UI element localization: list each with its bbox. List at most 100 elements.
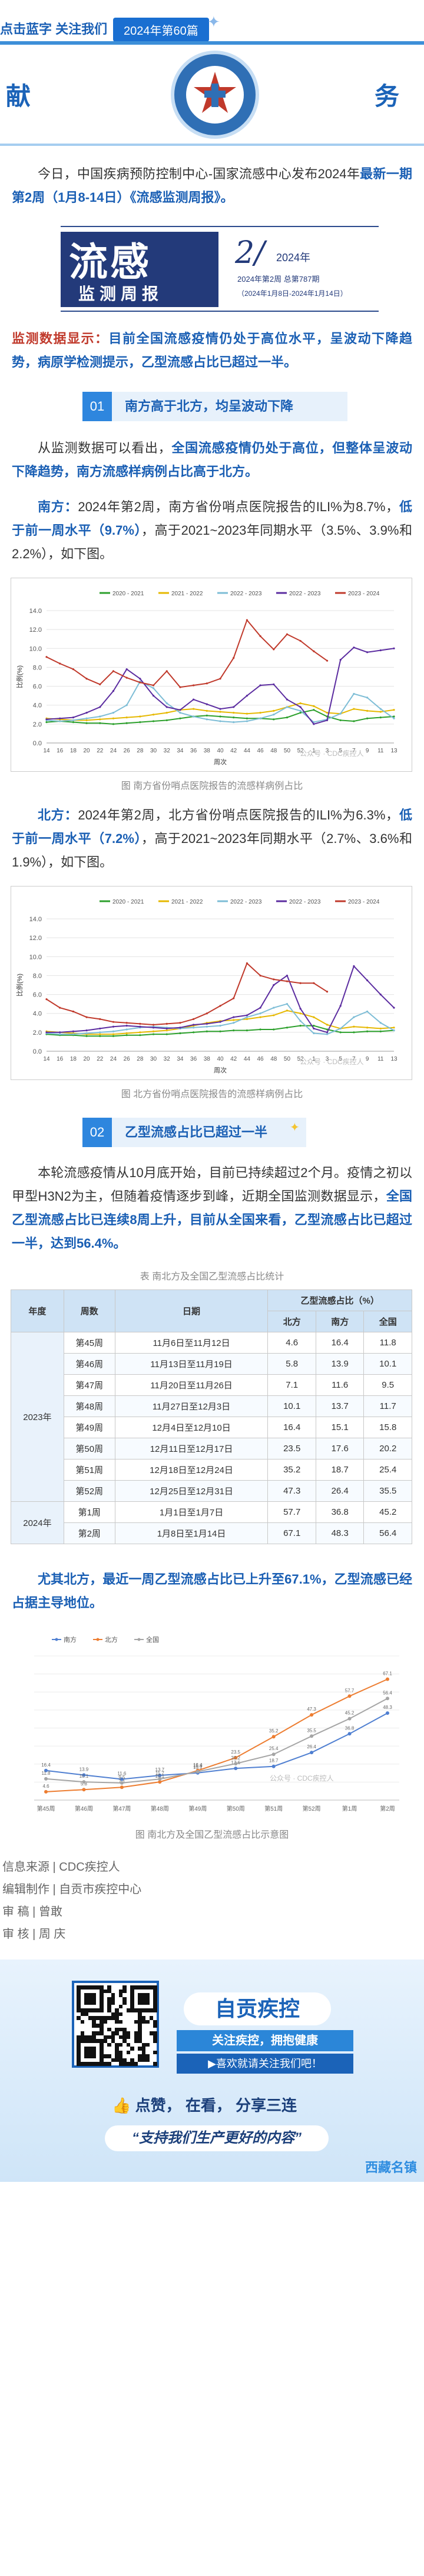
x-tick-label: 7 xyxy=(352,748,356,754)
data-point xyxy=(82,1788,86,1792)
data-point xyxy=(139,1025,141,1028)
x-tick-label: 50 xyxy=(284,748,291,754)
x-tick-label: 1 xyxy=(312,748,316,754)
qr-code-icon[interactable] xyxy=(72,1981,159,2068)
cell-south: 36.8 xyxy=(315,1501,365,1523)
logo-issue-line: 2024年第2周 总第787期 xyxy=(237,275,320,284)
data-point xyxy=(165,1029,168,1032)
data-point xyxy=(99,1027,101,1030)
data-point xyxy=(379,1022,382,1024)
data-point xyxy=(59,1007,61,1009)
data-point xyxy=(386,1677,389,1681)
data-point xyxy=(299,1019,302,1022)
x-tick-label: 26 xyxy=(124,1056,131,1062)
data-point xyxy=(347,1732,352,1736)
cell-south: 18.7 xyxy=(315,1459,365,1481)
data-point xyxy=(139,1031,141,1034)
data-point xyxy=(125,668,128,671)
data-point xyxy=(99,1033,101,1035)
typeb-highlight: 全国乙型流感占比已连续8周上升，目前从全国来看，乙型流感占比已超过一半，达到56… xyxy=(12,1189,412,1251)
data-point xyxy=(366,1027,369,1029)
data-point xyxy=(112,1021,115,1023)
data-point xyxy=(313,1016,315,1018)
x-tick-label: 52 xyxy=(297,1056,304,1062)
cell-week: 第51周 xyxy=(63,1459,115,1481)
y-tick-label: 4.0 xyxy=(33,1011,42,1018)
cell-north: 35.2 xyxy=(267,1459,316,1481)
data-point xyxy=(152,687,155,689)
data-point xyxy=(299,1012,302,1015)
data-point xyxy=(85,1035,88,1037)
table-row: 第49周 12月4日至12月10日 16.4 15.1 15.8 xyxy=(11,1417,412,1438)
data-point xyxy=(85,1032,88,1035)
data-point xyxy=(179,1032,181,1035)
data-point xyxy=(72,668,74,671)
data-point xyxy=(112,690,115,692)
data-label: 56.4 xyxy=(383,1690,392,1695)
y-tick-label: 10.0 xyxy=(29,954,42,961)
data-point xyxy=(72,719,74,722)
x-tick-label: 30 xyxy=(150,748,157,754)
data-point xyxy=(125,677,128,679)
data-point xyxy=(85,717,88,719)
data-point xyxy=(45,1031,48,1034)
follow-link[interactable]: 点击蓝字 关注我们 xyxy=(0,22,108,36)
y-tick-label: 6.0 xyxy=(33,684,42,691)
y-tick-label: 0.0 xyxy=(33,740,42,747)
data-point xyxy=(125,1025,128,1027)
data-point xyxy=(313,1032,315,1035)
cell-date: 12月4日至12月10日 xyxy=(114,1417,269,1438)
data-point xyxy=(206,703,208,705)
data-point xyxy=(233,711,235,714)
data-point xyxy=(393,1007,395,1009)
data-point xyxy=(273,718,275,721)
x-tick-label: 5 xyxy=(339,748,342,754)
data-point xyxy=(353,708,355,710)
data-point xyxy=(120,1777,124,1781)
cell-south: 11.6 xyxy=(315,1374,365,1396)
series-line xyxy=(46,962,328,1026)
cell-week: 第45周 xyxy=(63,1332,115,1354)
data-point xyxy=(299,709,302,712)
data-point xyxy=(259,1007,261,1009)
cell-week: 第48周 xyxy=(63,1395,115,1417)
data-point xyxy=(45,718,48,721)
x-tick-label: 16 xyxy=(57,748,64,754)
section-02-title: 02 乙型流感占比已超过一半 ✦ xyxy=(82,1118,424,1147)
data-point xyxy=(206,1025,208,1028)
data-point xyxy=(299,639,302,642)
logo-subtitle: 监测周报 xyxy=(78,285,164,303)
cell-nation: 45.2 xyxy=(363,1501,412,1523)
data-point xyxy=(246,619,248,621)
data-point xyxy=(193,1018,195,1020)
data-point xyxy=(393,647,395,649)
data-label: 15.8 xyxy=(193,1764,203,1769)
data-point xyxy=(379,711,382,713)
data-point xyxy=(379,649,382,652)
data-point xyxy=(233,1016,235,1018)
table-row: 第52周 12月25日至12月31日 47.3 26.4 35.5 xyxy=(11,1480,412,1502)
y-tick-label: 14.0 xyxy=(29,916,42,923)
sparkle-icon: ✦ xyxy=(290,1121,300,1134)
data-point xyxy=(82,1773,86,1777)
north-highlight: 低于前一周水平（7.2%） xyxy=(12,808,412,846)
south-highlight: 低于前一周水平（9.7%） xyxy=(12,499,412,538)
data-label: 11.8 xyxy=(42,1771,51,1776)
data-point xyxy=(326,991,329,993)
x-tick-label: 38 xyxy=(204,1056,211,1062)
data-point xyxy=(353,965,355,967)
south-paragraph: 南方：2024年第2周，南方省份哨点医院报告的ILI%为8.7%，低于前一周水平… xyxy=(0,495,424,566)
data-point xyxy=(165,1022,168,1025)
footer-actions[interactable]: 👍 点赞， 在看， 分享三连 xyxy=(112,2094,297,2115)
legend-label: 2022 - 2023 xyxy=(230,591,262,597)
x-tick-label: 30 xyxy=(150,1056,157,1062)
data-point xyxy=(310,1751,314,1755)
data-point xyxy=(99,1035,101,1037)
data-label: 4.6 xyxy=(42,1784,49,1789)
data-point xyxy=(259,635,261,637)
data-point xyxy=(339,1005,342,1007)
data-point xyxy=(59,1031,61,1034)
cell-week: 第52周 xyxy=(63,1480,115,1502)
data-point xyxy=(273,1014,275,1017)
